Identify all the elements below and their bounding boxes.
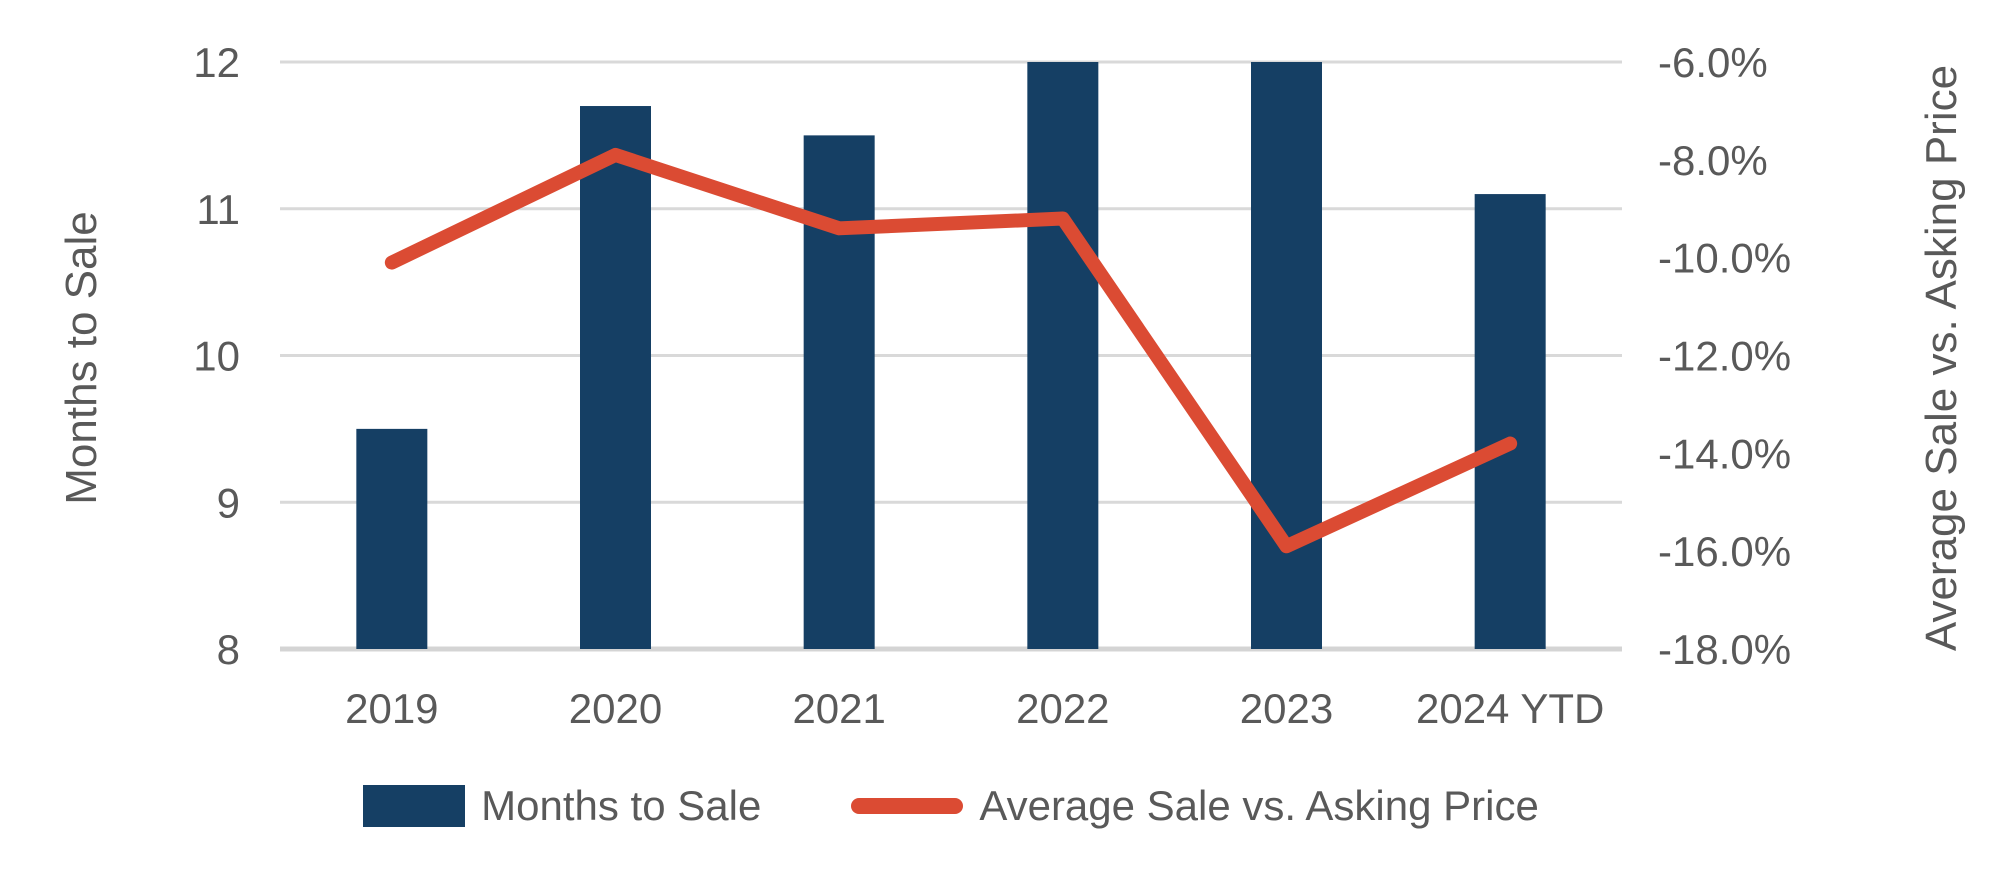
x-axis-tick-label: 2019 (345, 685, 438, 732)
bar-2023 (1251, 62, 1322, 649)
left-axis-tick-label: 10 (193, 333, 240, 380)
right-axis-tick-label: -10.0% (1658, 235, 1791, 282)
left-axis-tick-label: 9 (217, 479, 240, 526)
bar-2020 (580, 106, 651, 649)
right-axis-tick-label: -12.0% (1658, 333, 1791, 380)
x-axis-tick-label: 2020 (569, 685, 662, 732)
right-axis-tick-label: -14.0% (1658, 430, 1791, 477)
x-axis-tick-label: 2021 (792, 685, 885, 732)
legend-item-average-sale: Average Sale vs. Asking Price (851, 782, 1539, 830)
chart-legend: Months to Sale Average Sale vs. Asking P… (280, 782, 1622, 830)
x-axis-tick-label: 2022 (1016, 685, 1109, 732)
legend-label: Months to Sale (481, 782, 762, 829)
bar-2019 (356, 428, 428, 649)
right-axis-tick-label: -18.0% (1658, 626, 1791, 673)
left-axis-tick-label: 12 (193, 39, 240, 86)
bar-2024 YTD (1474, 194, 1546, 649)
right-axis-tick-label: -8.0% (1658, 137, 1768, 184)
bar-2021 (803, 135, 875, 649)
right-axis-tick-label: -6.0% (1658, 39, 1768, 86)
left-axis-tick-label: 11 (196, 186, 240, 233)
x-axis-tick-label: 2024 YTD (1416, 685, 1604, 732)
legend-item-months-to-sale: Months to Sale (363, 782, 761, 830)
legend-label: Average Sale vs. Asking Price (979, 782, 1539, 829)
left-axis-tick-label: 8 (217, 626, 240, 673)
bar-series-swatch-icon (363, 785, 466, 827)
x-axis-tick-label: 2023 (1240, 685, 1333, 732)
right-axis-tick-label: -16.0% (1658, 528, 1791, 575)
right-axis-title: Average Sale vs. Asking Price (1917, 64, 1966, 652)
left-axis-title: Months to Sale (57, 211, 106, 505)
line-series-swatch-icon (851, 798, 964, 814)
bar-2022 (1027, 62, 1099, 649)
trend-line (384, 147, 1518, 554)
